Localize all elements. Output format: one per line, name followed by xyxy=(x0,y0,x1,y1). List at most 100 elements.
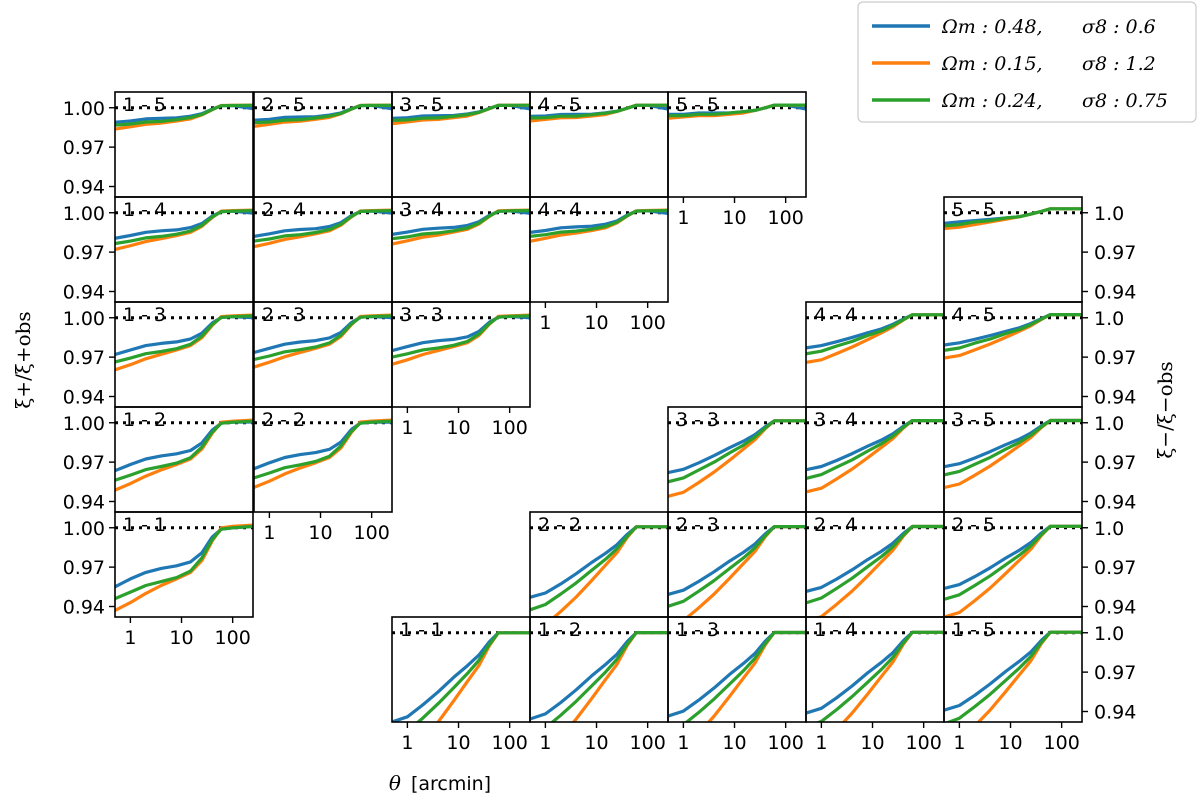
x-tick-label: 1 xyxy=(677,732,689,754)
series-line-3 xyxy=(392,103,530,122)
series-line-2 xyxy=(944,524,1082,617)
left-panel-3-4: 3 - 4 xyxy=(391,196,531,303)
y-tick-label: 0.94 xyxy=(63,492,105,514)
panel-frame xyxy=(943,616,1083,723)
x-axis-unit: [arcmin] xyxy=(411,773,491,795)
y-tick-label: 0.94 xyxy=(63,282,105,304)
panel-label: 1 - 4 xyxy=(814,619,857,641)
y-tick-label: 0.97 xyxy=(63,452,105,474)
x-tick-label: 1 xyxy=(539,732,551,754)
series-line-3 xyxy=(944,418,1082,477)
panel-frame xyxy=(667,91,807,198)
y-tick-label: 0.97 xyxy=(1094,347,1136,369)
x-tick-label: 100 xyxy=(906,732,942,754)
left-panel-3-3: 3 - 3 1 10 100 xyxy=(391,301,531,439)
x-tick-label: 100 xyxy=(354,522,390,544)
panel-label: 1 - 1 xyxy=(123,514,166,536)
left-panel-1-2: 1 - 2 1.00 0.97 0.94 xyxy=(63,406,254,514)
x-tick-label: 10 xyxy=(446,417,470,439)
series-line-2 xyxy=(976,630,1082,722)
series-line-3 xyxy=(806,313,944,356)
panel-label: 1 - 3 xyxy=(123,304,166,326)
series-line-3 xyxy=(530,525,668,612)
panel-label: 3 - 3 xyxy=(400,304,443,326)
legend-s8-label-1: σ8 : 0.6 xyxy=(1082,16,1156,38)
series-line-3 xyxy=(115,314,253,364)
panel-label: 4 - 4 xyxy=(814,304,857,326)
left-panel-4-4: 4 - 4 1 10 100 xyxy=(529,196,669,334)
series-line-3 xyxy=(254,314,392,362)
right-panel-1-3: 1 - 3 1 10 100 xyxy=(667,616,807,754)
x-tick-label: 100 xyxy=(768,207,804,229)
right-panel-1-1: 1 - 1 1 10 100 xyxy=(391,616,531,754)
x-tick-label: 1 xyxy=(124,627,136,649)
panel-label: 1 - 4 xyxy=(123,199,166,221)
x-tick-label: 1 xyxy=(401,417,413,439)
right-panel-1-2: 1 - 2 1 10 100 xyxy=(529,616,669,754)
series-line-1 xyxy=(806,524,944,593)
y-tick-label: 1.00 xyxy=(63,203,105,225)
series-line-1 xyxy=(392,631,530,722)
y-tick-label: 0.94 xyxy=(1094,597,1136,619)
x-axis-label: θ [arcmin] xyxy=(389,771,491,795)
panel-label: 4 - 5 xyxy=(952,304,995,326)
series-line-3 xyxy=(254,419,392,480)
series-line-1 xyxy=(668,630,806,718)
series-line-3 xyxy=(115,524,253,601)
right-panel-3-3: 3 - 3 xyxy=(667,406,807,513)
x-tick-label: 100 xyxy=(492,732,528,754)
left-panel-1-5: 1 - 5 1.00 0.97 0.94 xyxy=(63,91,254,199)
x-tick-label: 10 xyxy=(446,732,470,754)
series-line-3 xyxy=(115,419,253,482)
left-panel-2-5: 2 - 5 xyxy=(253,91,393,198)
series-line-3 xyxy=(944,207,1082,228)
x-tick-label: 100 xyxy=(630,732,666,754)
panel-label: 2 - 4 xyxy=(262,199,305,221)
series-line-3 xyxy=(254,103,392,125)
right-panel-4-5: 4 - 5 1.0 0.97 0.94 xyxy=(943,301,1136,409)
right-panel-3-4: 3 - 4 xyxy=(805,406,945,513)
series-line-3 xyxy=(530,103,668,120)
x-tick-label: 1 xyxy=(677,207,689,229)
legend-om-label-3: Ωm : 0.24, xyxy=(941,90,1043,112)
left-ylabel: ξ+/ξ+obs xyxy=(11,311,35,408)
panel-frame xyxy=(114,511,254,618)
panel-label: 3 - 3 xyxy=(676,409,719,431)
right-panel-2-4: 2 - 4 xyxy=(805,511,945,618)
left-panel-4-5: 4 - 5 xyxy=(529,91,669,198)
right-panel-1-5: 1 - 5 1.0 0.97 0.94 1 10 100 xyxy=(943,616,1136,754)
y-tick-label: 0.97 xyxy=(1094,452,1136,474)
x-tick-label: 1 xyxy=(539,312,551,334)
right-panel-2-3: 2 - 3 xyxy=(667,511,807,618)
left-panel-1-1: 1 - 1 1.00 0.97 0.94 1 10 100 xyxy=(63,511,254,649)
legend: Ωm : 0.48, σ8 : 0.6 Ωm : 0.15, σ8 : 1.2 Ωm :… xyxy=(857,1,1197,123)
x-tick-label: 1 xyxy=(815,732,827,754)
y-tick-label: 0.94 xyxy=(1094,387,1136,409)
x-tick-label: 1 xyxy=(953,732,965,754)
panel-label: 2 - 3 xyxy=(676,514,719,536)
x-tick-label: 10 xyxy=(722,732,746,754)
series-line-3 xyxy=(668,103,806,118)
x-tick-label: 100 xyxy=(492,417,528,439)
right-panel-4-4: 4 - 4 xyxy=(805,301,945,408)
series-line-3 xyxy=(254,209,392,243)
series-line-3 xyxy=(944,630,1082,722)
series-line-3 xyxy=(806,524,944,605)
panel-label: 2 - 2 xyxy=(538,514,581,536)
left-panel-5-5: 5 - 5 1 10 100 xyxy=(667,91,807,229)
series-line-3 xyxy=(815,630,944,722)
panel-label: 5 - 5 xyxy=(952,199,995,221)
series-line-1 xyxy=(530,631,668,721)
legend-s8-label-3: σ8 : 0.75 xyxy=(1082,90,1168,112)
panel-label: 1 - 5 xyxy=(123,94,166,116)
y-tick-label: 1.0 xyxy=(1094,308,1124,330)
panel-frame xyxy=(391,301,531,408)
panel-frame xyxy=(529,196,669,303)
x-tick-label: 10 xyxy=(308,522,332,544)
series-line-3 xyxy=(806,419,944,480)
legend-s8-label-2: σ8 : 1.2 xyxy=(1082,53,1156,75)
left-panel-2-2: 2 - 2 1 10 100 xyxy=(253,406,393,544)
panel-label: 2 - 5 xyxy=(262,94,305,116)
legend-om-label-2: Ωm : 0.15, xyxy=(941,53,1043,75)
series-line-3 xyxy=(550,631,668,722)
